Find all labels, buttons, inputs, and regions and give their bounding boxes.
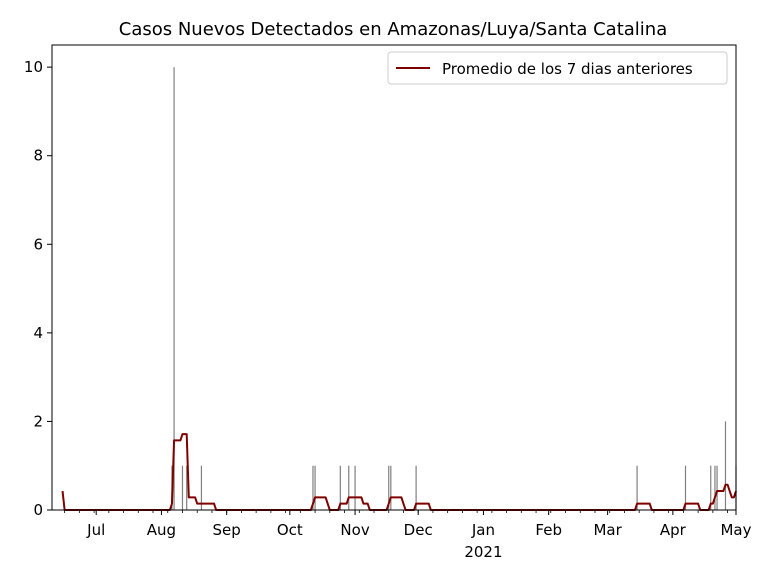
legend: Promedio de los 7 dias anteriores <box>387 51 728 85</box>
bar <box>390 465 392 510</box>
bar <box>348 465 350 510</box>
bar <box>173 67 175 510</box>
plot-area <box>61 67 737 511</box>
bar <box>354 465 356 510</box>
y-tick-label: 0 <box>33 501 43 519</box>
legend-box <box>387 51 728 85</box>
x-tick-label: May <box>720 521 751 539</box>
y-tick-label: 10 <box>24 58 43 76</box>
x-tick-label: Nov <box>340 521 369 539</box>
y-tick-label: 4 <box>33 324 43 342</box>
x-tick-label: Sep <box>213 521 241 539</box>
bar <box>388 465 390 510</box>
x-tick-label: Jul <box>86 521 105 539</box>
line-series-average <box>61 433 737 511</box>
bar <box>684 465 687 510</box>
bar <box>314 465 316 510</box>
x-tick-label: Aug <box>147 521 176 539</box>
bar <box>710 465 712 510</box>
bar <box>339 465 341 510</box>
y-tick-label: 8 <box>33 147 43 165</box>
x-tick-year-label: 2021 <box>464 543 502 561</box>
bar <box>186 465 188 510</box>
bar <box>181 465 184 510</box>
x-tick-label: Mar <box>593 521 622 539</box>
bar <box>200 465 203 510</box>
bar <box>724 421 727 510</box>
axes-frame <box>51 44 737 511</box>
axes: 0 2 4 6 8 10 Jul Aug Sep Oct Nov Dec Jan 2021 Feb Mar Ap… <box>24 44 752 561</box>
x-tick-label: Apr <box>660 521 687 539</box>
bar <box>312 465 314 510</box>
bar <box>415 465 417 510</box>
bar <box>716 465 718 510</box>
x-tick-label: Jan <box>471 521 495 539</box>
x-tick-label: Dec <box>404 521 433 539</box>
legend-label: Promedio de los 7 dias anteriores <box>442 60 693 78</box>
x-tick-label: Feb <box>535 521 562 539</box>
x-tick-label: Oct <box>277 521 303 539</box>
y-tick-label: 6 <box>33 235 43 253</box>
bar <box>714 465 716 510</box>
y-tick-label: 2 <box>33 412 43 430</box>
chart-title: Casos Nuevos Detectados en Amazonas/Luya… <box>119 19 667 40</box>
bar <box>636 465 638 510</box>
